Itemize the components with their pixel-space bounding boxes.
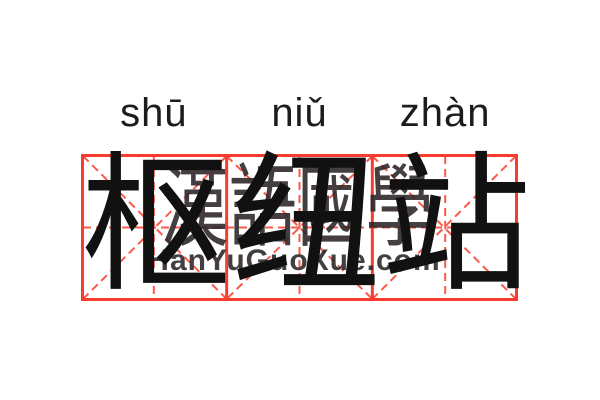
pinyin-syllable-1: shū bbox=[120, 91, 188, 135]
hanzi-cell-2: 纽 bbox=[231, 144, 382, 310]
pinyin-syllable-2: niǔ bbox=[271, 91, 328, 135]
watermark-site-text: HanYuGuoXue.com bbox=[147, 244, 441, 277]
pinyin-syllable-3: zhàn bbox=[399, 91, 491, 135]
hanzi-cells: 枢 纽 站 bbox=[81, 144, 531, 310]
hanzi-cell-1: 枢 bbox=[81, 144, 232, 310]
watermark-cjk-text: 漢語國學 bbox=[160, 159, 434, 258]
pinyin-row: shū niǔ zhàn bbox=[81, 91, 518, 135]
character-practice-grid: 枢 纽 站 bbox=[81, 144, 531, 310]
hanzi-character-3: 站 bbox=[381, 144, 532, 310]
hanzi-cell-3: 站 bbox=[381, 144, 532, 310]
mizige-grid-lines-icon bbox=[81, 154, 518, 301]
hanzi-character-2: 纽 bbox=[231, 144, 382, 310]
hanzi-character-1: 枢 bbox=[81, 144, 232, 310]
